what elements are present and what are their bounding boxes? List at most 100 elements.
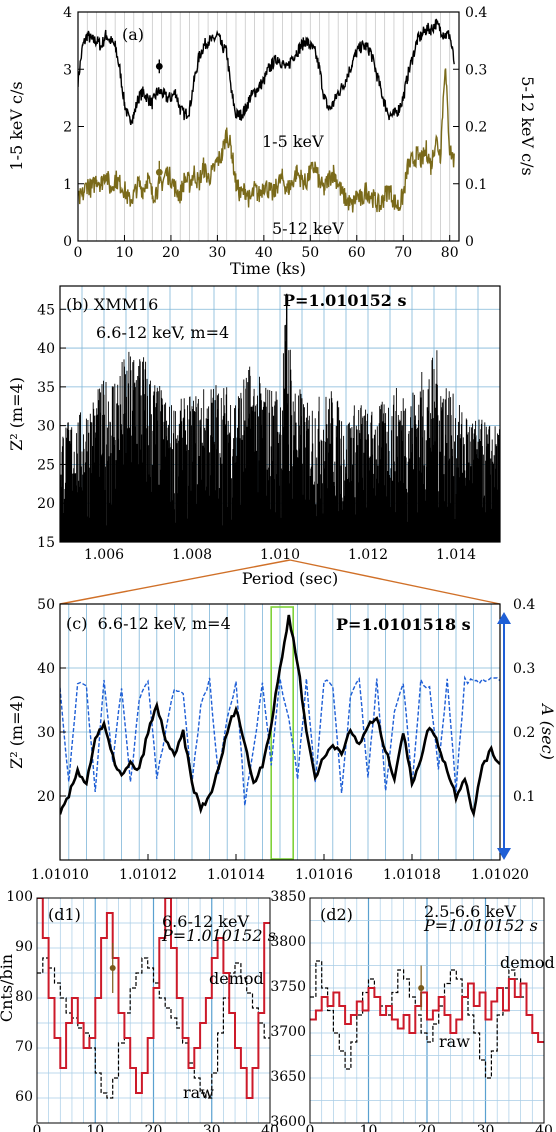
panel-d1-legend-raw: raw — [183, 1083, 214, 1102]
panel-c-y-right-tick-label: 0.2 — [513, 725, 535, 741]
panel-c-y-tick-label: 20 — [37, 789, 55, 805]
d1-y-tick-label: 80 — [15, 989, 33, 1005]
d1-y-tick-label: 60 — [15, 1089, 33, 1105]
panel-d2-y-ticks: 3600 3650 3700 3750 3800 3850 — [270, 889, 306, 1130]
panel-a-y-right-tick-label: 0 — [465, 234, 474, 250]
panel-a-x-tick-label: 60 — [348, 245, 366, 261]
panel-a-x-tick-label: 30 — [208, 245, 226, 261]
panel-b-title-line-1: (b) XMM16 — [66, 295, 158, 314]
panel-c-arrow-head-bottom — [497, 848, 511, 860]
panel-d1-energy: 6.6-12 keV — [162, 912, 249, 931]
d2-y-tick-label: 3700 — [270, 1024, 306, 1040]
panel-b-x-tick-label: 1.010 — [260, 547, 300, 563]
panel-b-x-tick-label: 1.012 — [348, 547, 388, 563]
panel-b-x-tick-label: 1.008 — [172, 547, 212, 563]
panel-a-y-ticks: 0 1 2 3 4 — [63, 5, 84, 250]
panel-a-series-5-12kev-line — [78, 68, 455, 213]
panel-c-arrow-head-top — [497, 612, 511, 624]
panel-c-peak-label: P=1.0101518 s — [336, 615, 471, 634]
panel-d2-x-ticks: 0 10 20 30 40 — [306, 1123, 553, 1132]
panel-c-peak-highlight-box — [270, 606, 295, 860]
panel-a-grid — [86, 12, 451, 241]
panel-a-x-tick-label: 10 — [116, 245, 134, 261]
panel-a-y-tick-label: 4 — [63, 5, 72, 21]
panel-b-ylabel: Z² (m=4) — [7, 377, 26, 451]
panel-b-y-tick-label: 15 — [37, 535, 55, 551]
d1-y-tick-label: 70 — [15, 1039, 33, 1055]
panel-b-y-tick-label: 45 — [37, 302, 55, 318]
panel-b-y-tick-label: 25 — [37, 457, 55, 473]
panel-b-x-tick-label: 1.006 — [84, 547, 124, 563]
panel-c-y-tick-label: 30 — [37, 725, 55, 741]
panel-d1-demod-step-line — [37, 898, 270, 1099]
panel-b-y-ticks: 15 20 25 30 35 40 45 — [37, 302, 66, 551]
d2-y-tick-label: 3650 — [270, 1069, 306, 1085]
d1-y-tick-label: 100 — [6, 889, 33, 905]
panel-c-x-tick-label: 1.01020 — [471, 867, 529, 883]
panel-d2-label: (d2) — [320, 905, 353, 924]
d1-x-tick-label: 40 — [261, 1123, 279, 1132]
panel-a-ylabel: 1-5 keV c/s — [7, 81, 26, 170]
panel-d1-label: (d1) — [48, 905, 81, 924]
d2-y-tick-label: 3800 — [270, 934, 306, 950]
panel-c-y-right-tick-label: 0.4 — [513, 597, 535, 613]
panel-c-z2-line — [60, 614, 500, 819]
panel-a-frame — [77, 11, 460, 242]
panel-a-y-tick-label: 3 — [63, 62, 72, 78]
d2-x-tick-label: 30 — [477, 1123, 495, 1132]
panel-d1-ylabel: Cnts/bin — [0, 954, 16, 1022]
panel-a-y-right-tick-label: 0.2 — [465, 120, 487, 136]
d2-error-bar-point — [418, 985, 425, 991]
panel-a-x-tick-label: 80 — [441, 245, 459, 261]
panel-a-y-tick-label: 2 — [63, 120, 72, 136]
d2-x-tick-label: 40 — [535, 1123, 553, 1132]
panel-c-y-tick-label: 40 — [37, 661, 55, 677]
panel-d2-legend-demod: demod — [500, 953, 555, 972]
panel-d1-error-bar — [109, 943, 116, 993]
d2-y-tick-label: 3850 — [270, 889, 306, 905]
panel-b-periodogram: 1.006 1.008 1.010 1.012 1.014 15 20 25 30 35 40 45… — [7, 285, 501, 588]
panel-a-ylabel-right: 5-12 keV c/s — [518, 76, 537, 175]
d1-x-tick-label: 0 — [33, 1123, 42, 1132]
panel-d1-x-ticks: 0 10 20 30 40 — [33, 1123, 279, 1132]
d2-x-tick-label: 0 — [306, 1123, 315, 1132]
panel-c-x-tick-label: 1.01010 — [31, 867, 89, 883]
panel-c-y-right-tick-label: 0.1 — [513, 789, 535, 805]
panel-d1-period: P=1.010152 s — [161, 926, 276, 945]
panel-d1-y-ticks: 60 70 80 90 100 — [6, 889, 33, 1105]
panel-b-peak-label: P=1.010152 s — [283, 291, 407, 310]
panel-c-x-ticks: 1.01010 1.01012 1.01014 1.01016 1.01018 1.010… — [31, 854, 529, 883]
panel-d1-folded-profile: 0 10 20 30 40 60 70 80 90 100 (d1) 6.6-12 keV P=… — [0, 889, 279, 1132]
panel-d2-demod-step-line — [310, 978, 544, 1043]
panel-a-y-right-ticks: 0 0.1 0.2 0.3 0.4 — [453, 5, 487, 250]
panel-c-y-ticks: 20 30 40 50 — [37, 597, 66, 805]
panel-d1-legend-demod: demod — [209, 969, 264, 988]
panel-c-x-tick-label: 1.01014 — [207, 867, 265, 883]
panel-b-y-tick-label: 35 — [37, 380, 55, 396]
panel-d2-error-bar — [418, 965, 425, 1011]
panel-a-series-1-5kev-line — [78, 18, 455, 126]
panel-d2-grid — [310, 898, 544, 1123]
panel-a-x-tick-label: 50 — [301, 245, 319, 261]
panel-a-x-tick-label: 0 — [74, 245, 83, 261]
panel-c-x-tick-label: 1.01016 — [295, 867, 353, 883]
panel-c-x-tick-label: 1.01012 — [119, 867, 177, 883]
panel-a-xlabel: Time (ks) — [230, 259, 306, 278]
panel-d2-raw-step-line — [310, 960, 544, 1079]
panel-d1-frame — [36, 897, 271, 1124]
zoom-connector-left — [59, 559, 291, 605]
d1-x-tick-label: 30 — [203, 1123, 221, 1132]
d2-x-tick-label: 20 — [418, 1123, 436, 1132]
panel-a-error-point — [155, 168, 163, 176]
panel-a-x-ticks: 0 10 20 30 40 50 60 70 80 — [74, 235, 459, 261]
panel-b-y-tick-label: 20 — [37, 496, 55, 512]
panel-c-x-tick-label: 1.01018 — [383, 867, 441, 883]
panel-a-annotation-5-12kev: 5-12 keV — [272, 219, 344, 238]
panel-c-ylabel-right: A (sec) — [538, 702, 556, 760]
panel-a-y-tick-label: 0 — [63, 234, 72, 250]
panel-d2-period: P=1.010152 s — [423, 916, 538, 935]
panel-c-ylabel: Z² (m=4) — [7, 695, 26, 769]
panel-b-z2-spike-path — [60, 318, 500, 542]
